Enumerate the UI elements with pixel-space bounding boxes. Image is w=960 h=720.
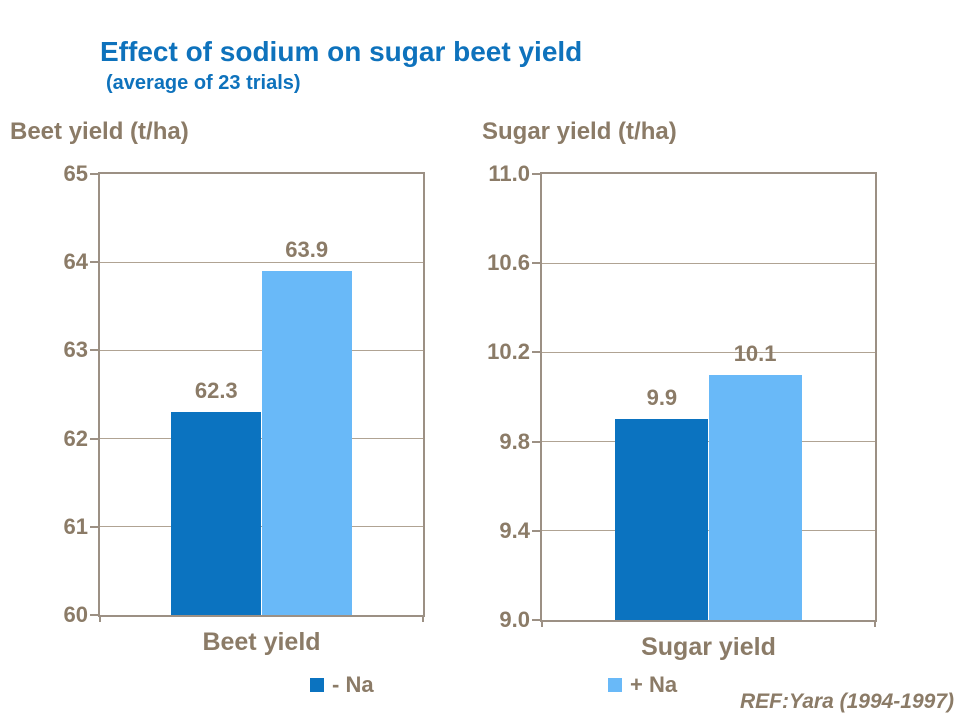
- y-axis-tick: [90, 261, 100, 264]
- beet-chart-plot-area: 60 61 62 63 64 65 62.3 63.9: [64, 161, 425, 627]
- y-axis-tick: [532, 262, 542, 265]
- y-axis-tick: [90, 614, 100, 616]
- bar-plus-na: [708, 374, 802, 620]
- legend-swatch: [608, 678, 622, 692]
- y-axis-tick: [90, 437, 100, 440]
- bar-value-label: 63.9: [285, 237, 329, 263]
- sugar-chart-legend: + Na: [608, 674, 677, 696]
- beet-chart-legend: - Na: [310, 674, 374, 696]
- x-axis-tick: [874, 620, 876, 627]
- y-axis-tick: [532, 173, 542, 175]
- y-tick-label: 63: [63, 337, 88, 363]
- y-tick-label: 10.6: [487, 250, 530, 276]
- gridline: [542, 351, 875, 353]
- beet-chart-category-label: Beet yield: [202, 628, 321, 656]
- reference-note: REF:Yara (1994-1997): [740, 690, 954, 713]
- y-axis-tick: [90, 349, 100, 352]
- legend-label: - Na: [332, 672, 374, 697]
- bar-value-label: 62.3: [194, 378, 238, 404]
- legend-label: + Na: [630, 672, 678, 697]
- y-tick-label: 65: [63, 161, 88, 186]
- y-axis-tick: [532, 440, 542, 443]
- bar-minus-na: [171, 412, 262, 615]
- bar-value-label: 10.1: [733, 340, 777, 366]
- y-tick-label: 60: [63, 602, 88, 627]
- y-axis-tick: [532, 529, 542, 532]
- y-tick-label: 64: [63, 249, 88, 275]
- y-axis-tick: [532, 619, 542, 621]
- y-tick-label: 9.8: [499, 428, 530, 454]
- y-tick-label: 10.2: [487, 339, 530, 365]
- legend-swatch: [310, 678, 324, 692]
- y-tick-label: 9.0: [499, 607, 530, 632]
- y-tick-label: 11.0: [488, 161, 530, 186]
- y-tick-label: 9.4: [499, 517, 530, 543]
- y-axis-tick: [532, 351, 542, 354]
- slide-title: Effect of sodium on sugar beet yield: [100, 36, 583, 67]
- sugar-chart-axis-title: Sugar yield (t/ha): [482, 118, 677, 145]
- x-axis-tick: [99, 615, 101, 622]
- x-axis-tick: [541, 620, 543, 627]
- bar-value-label: 9.9: [646, 385, 678, 411]
- y-axis-tick: [90, 525, 100, 528]
- y-tick-label: 61: [63, 513, 88, 539]
- y-axis-tick: [90, 173, 100, 175]
- x-axis-tick: [422, 615, 424, 622]
- bar-plus-na: [261, 271, 352, 615]
- sugar-chart-category-label: Sugar yield: [641, 633, 776, 661]
- gridline: [100, 261, 423, 263]
- sugar-chart-plot-area: 9.0 9.4 9.8 10.2 10.6 11.0 9.9 10.1: [487, 161, 877, 632]
- gridline: [542, 262, 875, 264]
- beet-chart-axis-title: Beet yield (t/ha): [10, 118, 189, 145]
- slide-subtitle: (average of 23 trials): [106, 72, 301, 94]
- y-tick-label: 62: [63, 425, 88, 451]
- bar-minus-na: [615, 419, 709, 620]
